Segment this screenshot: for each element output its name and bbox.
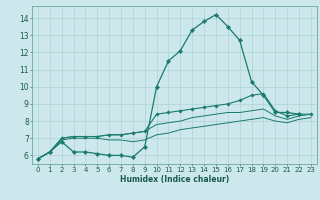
X-axis label: Humidex (Indice chaleur): Humidex (Indice chaleur): [120, 175, 229, 184]
